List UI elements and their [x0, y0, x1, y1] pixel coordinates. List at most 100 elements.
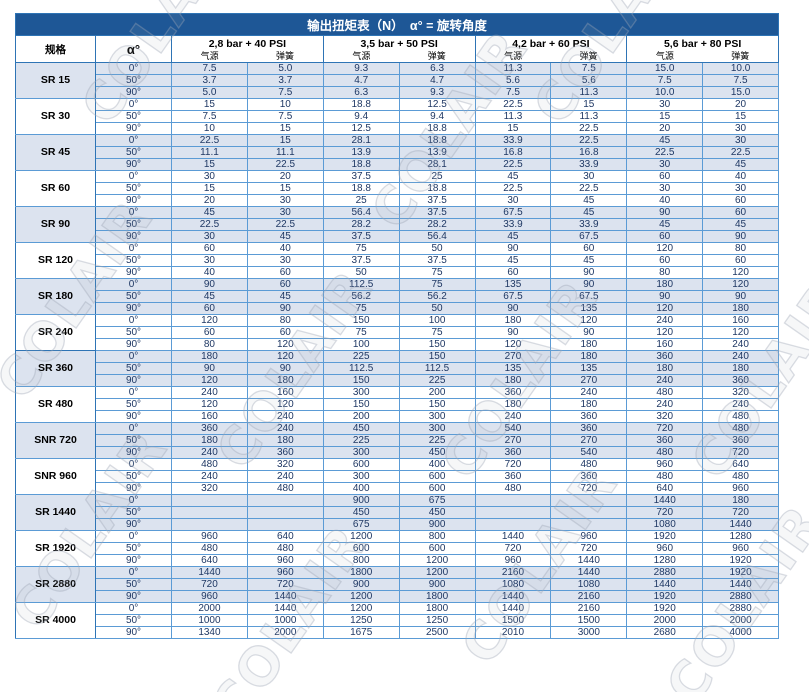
value-cell: [550, 506, 628, 519]
angle-cell: 90°: [95, 230, 172, 243]
table-row: 90° 40 60 50 75 60 90 80 120: [16, 266, 779, 279]
value-cell: [474, 518, 552, 531]
angle-cell: 0°: [95, 530, 172, 543]
value-cell: 1500: [550, 614, 628, 627]
value-cell: 90: [246, 362, 324, 375]
value-cell: 22.5: [171, 134, 248, 147]
value-cell: 2000: [246, 626, 324, 639]
value-cell: 80: [246, 314, 324, 327]
value-cell: 120: [550, 314, 628, 327]
value-cell: 37.5: [322, 230, 400, 243]
value-cell: 22.5: [171, 218, 248, 231]
value-cell: 480: [626, 470, 704, 483]
table-row: 90° 160 240 200 300 240 360 320 480: [16, 410, 779, 423]
table-row: SR 1920 0° 960 640 1200 800 1440 960 1920 1280: [15, 530, 779, 567]
value-cell: 180: [702, 494, 779, 507]
value-cell: 10.0: [702, 62, 779, 75]
value-cell: 2160: [474, 566, 552, 579]
value-cell: 90: [550, 278, 628, 291]
spec-cell: SR 1440: [15, 494, 96, 531]
angle-cell: 0°: [95, 134, 172, 147]
value-cell: 45: [626, 134, 704, 147]
value-cell: 90: [702, 230, 779, 243]
value-cell: 11.3: [550, 86, 628, 99]
angle-cell: 90°: [95, 446, 172, 459]
value-cell: 60: [702, 194, 779, 207]
value-cell: 240: [246, 470, 324, 483]
angle-cell: 90°: [95, 590, 172, 603]
table-header-row: 规格 α° 2,8 bar + 40 PSI 气源 弹簧 3,5 bar + 5…: [15, 35, 779, 63]
value-cell: 28.2: [398, 218, 476, 231]
angle-cell: 50°: [95, 506, 172, 519]
value-cell: 60: [626, 170, 704, 183]
value-cell: 720: [550, 542, 628, 555]
table-row: SR 60 0° 30 20 37.5 25 45 30 60 40: [15, 170, 779, 207]
value-cell: 1250: [398, 614, 476, 627]
value-cell: 60: [550, 242, 628, 255]
value-cell: 135: [474, 278, 552, 291]
value-cell: 2010: [474, 626, 552, 639]
value-cell: [246, 494, 324, 507]
value-cell: 360: [702, 374, 779, 387]
value-cell: 1080: [626, 518, 704, 531]
value-cell: 45: [171, 290, 248, 303]
value-cell: 45: [171, 206, 248, 219]
value-cell: 960: [171, 590, 248, 603]
value-cell: 30: [171, 170, 248, 183]
value-cell: 120: [246, 350, 324, 363]
table-row: SNR 960 0° 480 320 600 400 720 480 960 640: [15, 458, 779, 495]
angle-cell: 90°: [95, 554, 172, 567]
table-row: SR 120 0° 60 40 75 50 90 60 120 80: [15, 242, 779, 279]
value-cell: 720: [626, 422, 704, 435]
value-cell: 1800: [398, 590, 476, 603]
pressure-header-1: 2,8 bar + 40 PSI 气源 弹簧: [171, 35, 324, 63]
angle-cell: 0°: [95, 62, 172, 75]
value-cell: 480: [626, 446, 704, 459]
value-cell: 22.5: [474, 182, 552, 195]
value-cell: 360: [474, 446, 552, 459]
value-cell: 15.0: [626, 62, 704, 75]
spring-label: 弹簧: [276, 50, 295, 61]
value-cell: 640: [626, 482, 704, 495]
value-cell: 7.5: [550, 62, 628, 75]
value-cell: 360: [474, 386, 552, 399]
value-cell: 45: [246, 290, 324, 303]
value-cell: 2000: [171, 602, 248, 615]
value-cell: 15: [246, 182, 324, 195]
value-cell: 1440: [702, 518, 779, 531]
table-row: 50° 60 60 75 75 90 90 120 120: [16, 326, 779, 339]
table-row: 50° 1000 1000 1250 1250 1500 1500 2000 2000: [16, 614, 779, 627]
value-cell: 22.5: [550, 182, 628, 195]
value-cell: 450: [322, 422, 400, 435]
value-cell: 270: [474, 434, 552, 447]
angle-cell: 50°: [95, 578, 172, 591]
value-cell: 30: [702, 182, 779, 195]
value-cell: 60: [702, 206, 779, 219]
value-cell: 100: [398, 314, 476, 327]
value-cell: 300: [398, 422, 476, 435]
angle-cell: 50°: [95, 362, 172, 375]
value-cell: 1250: [322, 614, 400, 627]
angle-cell: 50°: [95, 290, 172, 303]
value-cell: 22.5: [702, 146, 779, 159]
value-cell: 6.3: [322, 86, 400, 99]
spring-label: 弹簧: [579, 50, 598, 61]
value-cell: 2880: [702, 602, 779, 615]
value-cell: 60: [246, 266, 324, 279]
value-cell: 675: [398, 494, 476, 507]
value-cell: 720: [702, 446, 779, 459]
value-cell: 25: [398, 170, 476, 183]
value-cell: 320: [626, 410, 704, 423]
angle-cell: 50°: [95, 614, 172, 627]
spec-cell: SR 360: [15, 350, 96, 387]
table-row: 50° 11.1 11.1 13.9 13.9 16.8 16.8 22.5 22.5: [16, 146, 779, 159]
angle-cell: 50°: [95, 542, 172, 555]
value-cell: 960: [246, 554, 324, 567]
value-cell: 180: [246, 374, 324, 387]
value-cell: 30: [626, 182, 704, 195]
value-cell: 90: [626, 290, 704, 303]
value-cell: 6.3: [398, 62, 476, 75]
table-row: SR 90 0° 45 30 56.4 37.5 67.5 45 90 60: [15, 206, 779, 243]
value-cell: [171, 506, 248, 519]
air-source-label: 气源: [200, 50, 219, 61]
